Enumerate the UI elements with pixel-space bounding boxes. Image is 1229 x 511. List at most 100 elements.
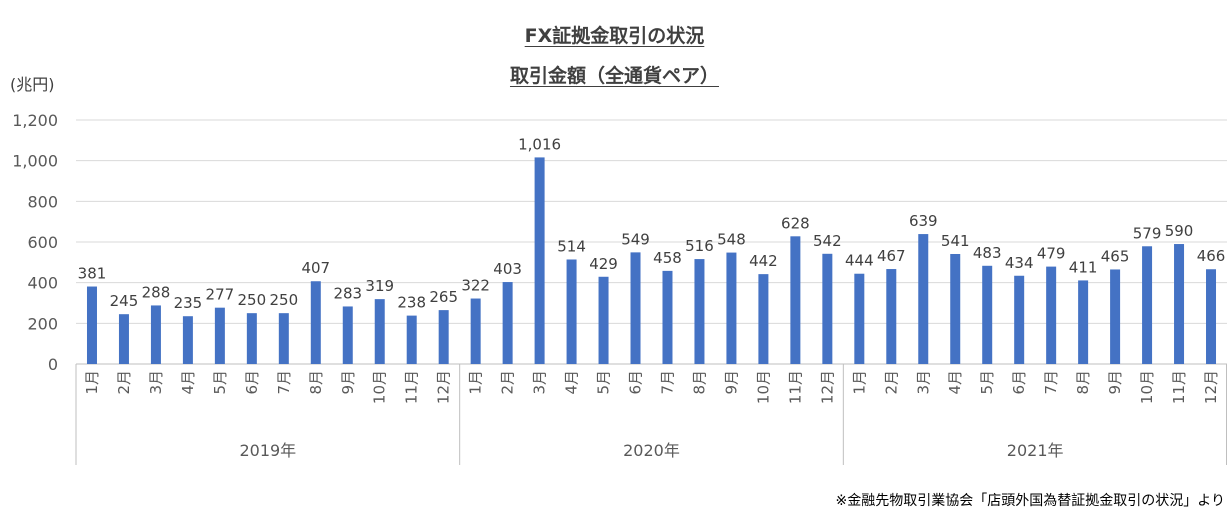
- data-label: 542: [813, 232, 842, 250]
- bar: [182, 316, 193, 364]
- month-label: 7月: [658, 370, 676, 395]
- data-label: 322: [461, 277, 490, 295]
- source-note: ※金融先物取引業協会「店頭外国為替証拠金取引の状況」より: [835, 493, 1225, 509]
- data-label: 466: [1197, 247, 1226, 265]
- bar: [246, 313, 257, 364]
- month-label: 12月: [435, 370, 453, 404]
- data-label: 434: [1005, 254, 1034, 272]
- data-label: 288: [142, 283, 171, 301]
- bar: [822, 253, 833, 364]
- data-label: 579: [1133, 224, 1162, 242]
- month-label: 2月: [882, 370, 900, 395]
- bar: [630, 252, 641, 364]
- bar: [374, 299, 385, 364]
- bar: [150, 305, 161, 364]
- bar: [854, 273, 865, 364]
- bar: [1110, 269, 1121, 364]
- chart-title: FX証拠金取引の状況: [524, 25, 705, 47]
- data-label: 238: [397, 294, 426, 312]
- y-axis-unit-label: (兆円): [10, 75, 55, 94]
- month-label: 9月: [1106, 370, 1124, 395]
- bar: [758, 274, 769, 364]
- bar: [86, 286, 97, 364]
- bar: [1174, 244, 1185, 364]
- data-label: 458: [653, 249, 682, 267]
- month-label: 10月: [1138, 370, 1156, 404]
- data-label: 1,016: [518, 135, 561, 153]
- month-label: 11月: [786, 370, 804, 404]
- data-label: 245: [110, 292, 139, 310]
- month-label: 5月: [211, 370, 229, 395]
- bar: [278, 313, 289, 364]
- data-label: 548: [717, 231, 746, 249]
- month-label: 8月: [690, 370, 708, 395]
- data-label: 516: [685, 237, 714, 255]
- month-label: 3月: [531, 370, 549, 395]
- month-label: 2月: [499, 370, 517, 395]
- y-tick-label: 200: [27, 314, 58, 333]
- y-tick-label: 1,200: [12, 111, 58, 130]
- bar: [982, 265, 993, 364]
- bar: [534, 157, 545, 364]
- data-label: 639: [909, 212, 938, 230]
- month-label: 12月: [818, 370, 836, 404]
- month-label: 5月: [595, 370, 613, 395]
- bar: [1206, 269, 1217, 364]
- month-label: 3月: [914, 370, 932, 395]
- month-label: 1月: [850, 370, 868, 395]
- data-label: 235: [174, 294, 203, 312]
- data-label: 403: [493, 260, 522, 278]
- month-label: 4月: [179, 370, 197, 395]
- bar: [662, 270, 673, 364]
- data-label: 429: [589, 255, 618, 273]
- y-tick-label: 400: [27, 274, 58, 293]
- data-label: 590: [1165, 222, 1194, 240]
- month-label: 7月: [275, 370, 293, 395]
- month-label: 11月: [403, 370, 421, 404]
- month-label: 7月: [1042, 370, 1060, 395]
- bar: [694, 259, 705, 364]
- bar: [950, 253, 961, 364]
- bar: [1014, 275, 1025, 364]
- y-tick-label: 600: [27, 233, 58, 252]
- year-label: 2019年: [239, 441, 296, 460]
- data-label: 265: [429, 288, 458, 306]
- data-label: 250: [269, 291, 298, 309]
- month-label: 6月: [627, 370, 645, 395]
- month-label: 8月: [1074, 370, 1092, 395]
- chart-subtitle: 取引金額（全通貨ペア）: [509, 65, 719, 87]
- month-label: 1月: [83, 370, 101, 395]
- bar: [1142, 246, 1153, 364]
- month-label: 9月: [722, 370, 740, 395]
- data-label: 283: [333, 284, 362, 302]
- data-label: 479: [1037, 245, 1066, 263]
- data-label: 277: [206, 286, 235, 304]
- bar: [790, 236, 801, 364]
- y-tick-label: 0: [48, 355, 58, 374]
- y-tick-label: 1,000: [12, 152, 58, 171]
- month-label: 6月: [243, 370, 261, 395]
- data-label: 483: [973, 244, 1002, 262]
- y-tick-label: 800: [27, 192, 58, 211]
- month-label: 4月: [946, 370, 964, 395]
- bar: [886, 269, 897, 364]
- bar: [1046, 266, 1057, 364]
- month-label: 9月: [339, 370, 357, 395]
- data-label: 628: [781, 214, 810, 232]
- bar: [438, 310, 449, 364]
- month-label: 4月: [563, 370, 581, 395]
- data-label: 411: [1069, 258, 1098, 276]
- data-label: 319: [365, 277, 394, 295]
- data-label: 407: [301, 259, 330, 277]
- month-label: 2月: [115, 370, 133, 395]
- data-label: 250: [238, 291, 267, 309]
- data-label: 514: [557, 237, 586, 255]
- bar: [1078, 280, 1089, 364]
- bar: [118, 314, 129, 364]
- bar: [918, 234, 929, 364]
- data-label: 467: [877, 247, 906, 265]
- month-label: 12月: [1202, 370, 1220, 404]
- bar: [566, 259, 577, 364]
- bar: [214, 307, 225, 364]
